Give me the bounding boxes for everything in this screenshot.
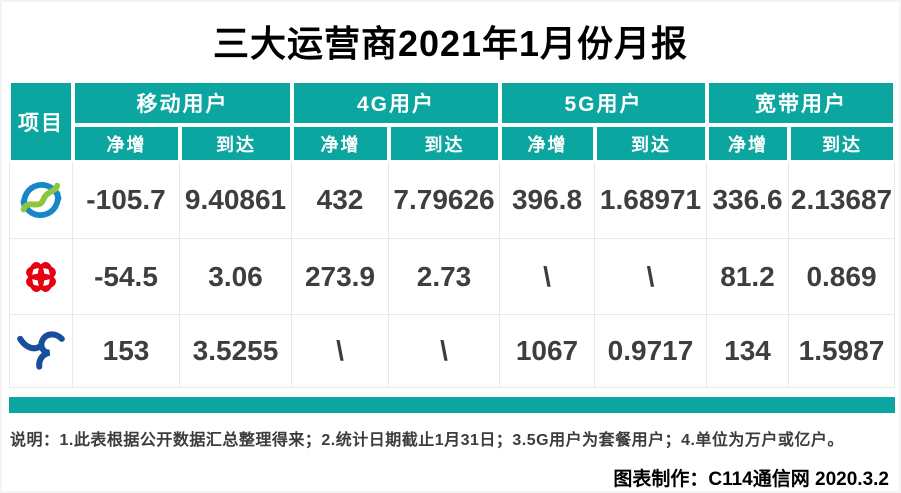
china-mobile-logo bbox=[9, 162, 73, 239]
cell-r1-mobile-net: -105.7 bbox=[73, 162, 180, 239]
china-unicom-logo bbox=[9, 239, 73, 315]
cell-r3-5g-reach: 0.9717 bbox=[595, 315, 707, 388]
cell-r3-broadband-reach: 1.5987 bbox=[789, 315, 895, 388]
cell-r3-4g-reach: \ bbox=[389, 315, 500, 388]
cell-r3-mobile-net: 153 bbox=[73, 315, 180, 388]
cell-r2-4g-net: 273.9 bbox=[292, 239, 389, 315]
subheader-net-increase: 净增 bbox=[707, 125, 789, 162]
cell-r2-5g-reach: \ bbox=[595, 239, 707, 315]
bottom-accent-bar bbox=[9, 397, 895, 413]
cell-r1-4g-net: 432 bbox=[292, 162, 389, 239]
subheader-net-increase: 净增 bbox=[73, 125, 180, 162]
page-title: 三大运营商2021年1月份月报 bbox=[212, 23, 689, 64]
col-group-4g-users: 4G用户 bbox=[292, 81, 500, 125]
col-group-broadband-users: 宽带用户 bbox=[707, 81, 895, 125]
cell-r2-5g-net: \ bbox=[500, 239, 595, 315]
cell-r2-broadband-net: 81.2 bbox=[707, 239, 789, 315]
footnote: 说明：1.此表根据公开数据汇总整理得来；2.统计日期截止1月31日；3.5G用户… bbox=[10, 432, 844, 449]
cell-r1-mobile-reach: 9.40861 bbox=[180, 162, 292, 239]
cell-r2-mobile-reach: 3.06 bbox=[180, 239, 292, 315]
col-group-5g-users: 5G用户 bbox=[500, 81, 707, 125]
cell-r1-4g-reach: 7.79626 bbox=[389, 162, 500, 239]
corner-header: 项目 bbox=[9, 81, 73, 162]
cell-r3-broadband-net: 134 bbox=[707, 315, 789, 388]
cell-r3-5g-net: 1067 bbox=[500, 315, 595, 388]
cell-r3-4g-net: \ bbox=[292, 315, 389, 388]
col-group-mobile-users: 移动用户 bbox=[73, 81, 292, 125]
cell-r2-broadband-reach: 0.869 bbox=[789, 239, 895, 315]
cell-r3-mobile-reach: 3.5255 bbox=[180, 315, 292, 388]
credit-line: 图表制作：C114通信网 2020.3.2 bbox=[613, 469, 889, 490]
subheader-net-increase: 净增 bbox=[500, 125, 595, 162]
cell-r1-5g-reach: 1.68971 bbox=[595, 162, 707, 239]
china-telecom-logo bbox=[9, 315, 73, 388]
subheader-reach: 到达 bbox=[595, 125, 707, 162]
cell-r1-broadband-reach: 2.13687 bbox=[789, 162, 895, 239]
subheader-net-increase: 净增 bbox=[292, 125, 389, 162]
cell-r1-broadband-net: 336.6 bbox=[707, 162, 789, 239]
subheader-reach: 到达 bbox=[180, 125, 292, 162]
operators-table: 项目 移动用户 4G用户 5G用户 宽带用户 净增 到达 净增 到达 净增 到达… bbox=[9, 81, 895, 388]
cell-r2-4g-reach: 2.73 bbox=[389, 239, 500, 315]
cell-r2-mobile-net: -54.5 bbox=[73, 239, 180, 315]
subheader-reach: 到达 bbox=[389, 125, 500, 162]
cell-r1-5g-net: 396.8 bbox=[500, 162, 595, 239]
subheader-reach: 到达 bbox=[789, 125, 895, 162]
